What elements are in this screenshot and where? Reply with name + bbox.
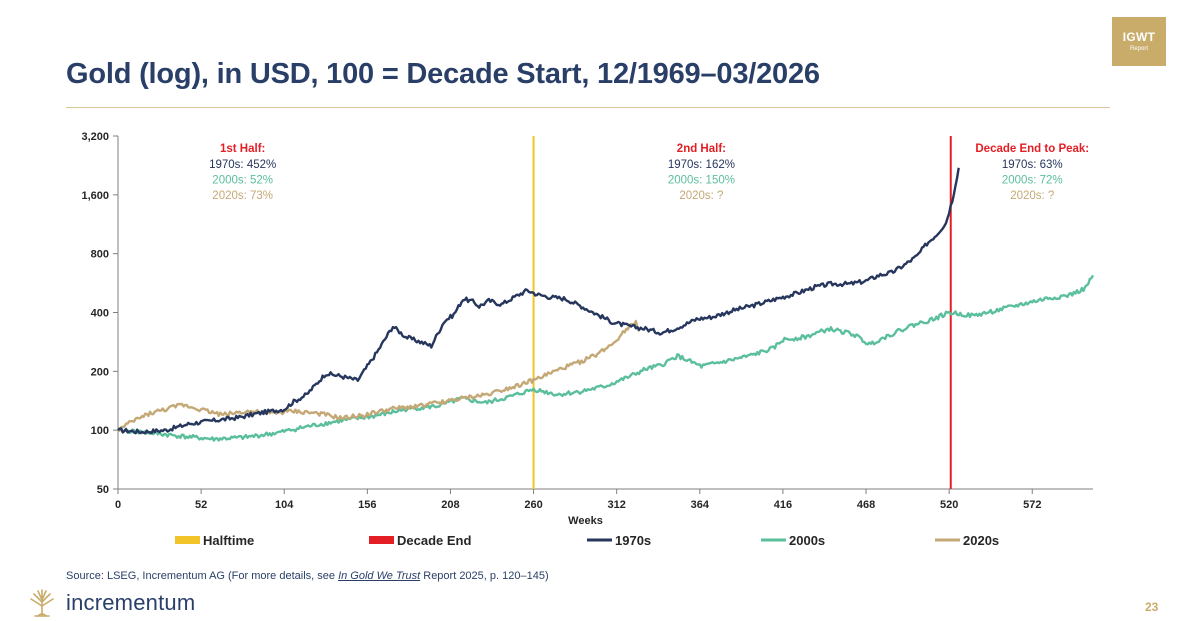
x-tick-label: 364 — [691, 499, 710, 511]
legend-label: 2000s — [789, 533, 825, 548]
x-tick-label: 312 — [608, 499, 626, 511]
y-tick-label: 800 — [91, 249, 109, 261]
annotation-heading: 2nd Half: — [677, 143, 726, 155]
x-tick-label: 156 — [358, 499, 376, 511]
x-tick-label: 416 — [774, 499, 792, 511]
brand-name: incrementum — [66, 590, 196, 615]
annotation-line: 1970s: 162% — [668, 159, 735, 171]
x-tick-label: 104 — [275, 499, 294, 511]
annotation-heading: Decade End to Peak: — [975, 143, 1089, 155]
source-suffix: Report 2025, p. 120–145) — [420, 570, 549, 582]
legend-label: Halftime — [203, 533, 254, 548]
series-line-2020s — [117, 319, 641, 432]
x-tick-label: 572 — [1023, 499, 1041, 511]
annotation-line: 2020s: ? — [679, 190, 723, 202]
tree-logo-icon — [30, 589, 54, 617]
annotation-line: 2000s: 150% — [668, 175, 735, 187]
y-tick-label: 3,200 — [81, 131, 109, 143]
page-title: Gold (log), in USD, 100 = Decade Start, … — [66, 58, 820, 90]
y-tick-label: 400 — [91, 308, 109, 320]
annotation-line: 2000s: 72% — [1002, 175, 1063, 187]
x-tick-label: 468 — [857, 499, 875, 511]
y-tick-label: 200 — [91, 366, 109, 378]
y-tick-label: 50 — [97, 484, 109, 496]
badge-subtitle: Report — [1129, 46, 1148, 52]
igwt-report-badge: IGWT Report — [1112, 17, 1166, 66]
badge-title: IGWT — [1122, 30, 1156, 44]
legend-swatch-decade_end — [369, 536, 394, 544]
series-line-2000s — [117, 274, 1095, 442]
page-number: 23 — [1145, 600, 1159, 614]
gold-log-line-chart: 50 100 200 400 800 1,600 3,200 0 52 104 156 208 260 3… — [81, 131, 1095, 548]
x-tick-label: 52 — [195, 499, 207, 511]
annotation-heading: 1st Half: — [220, 143, 265, 155]
annotation-line: 2020s: ? — [1010, 190, 1054, 202]
series-line-1970s — [117, 167, 960, 435]
source-report-link[interactable]: In Gold We Trust — [338, 570, 421, 582]
x-axis-title: Weeks — [568, 515, 603, 527]
x-tick-label: 208 — [441, 499, 459, 511]
title-divider — [66, 107, 1110, 108]
legend-label: Decade End — [397, 533, 471, 548]
x-tick-label: 520 — [940, 499, 958, 511]
x-tick-label: 0 — [115, 499, 121, 511]
annotation-line: 1970s: 63% — [1002, 159, 1063, 171]
legend-label: 1970s — [615, 533, 651, 548]
annotation-line: 2020s: 73% — [212, 190, 273, 202]
y-tick-label: 1,600 — [81, 190, 109, 202]
source-note: Source: LSEG, Incrementum AG (For more d… — [66, 570, 549, 582]
source-prefix: Source: LSEG, Incrementum AG (For more d… — [66, 570, 339, 582]
legend-label: 2020s — [963, 533, 999, 548]
incrementum-brand: incrementum — [26, 588, 195, 618]
legend-swatch-halftime — [175, 536, 200, 544]
annotation-line: 1970s: 452% — [209, 159, 276, 171]
annotation-line: 2000s: 52% — [212, 175, 273, 187]
x-tick-label: 260 — [524, 499, 542, 511]
y-tick-label: 100 — [91, 425, 109, 437]
